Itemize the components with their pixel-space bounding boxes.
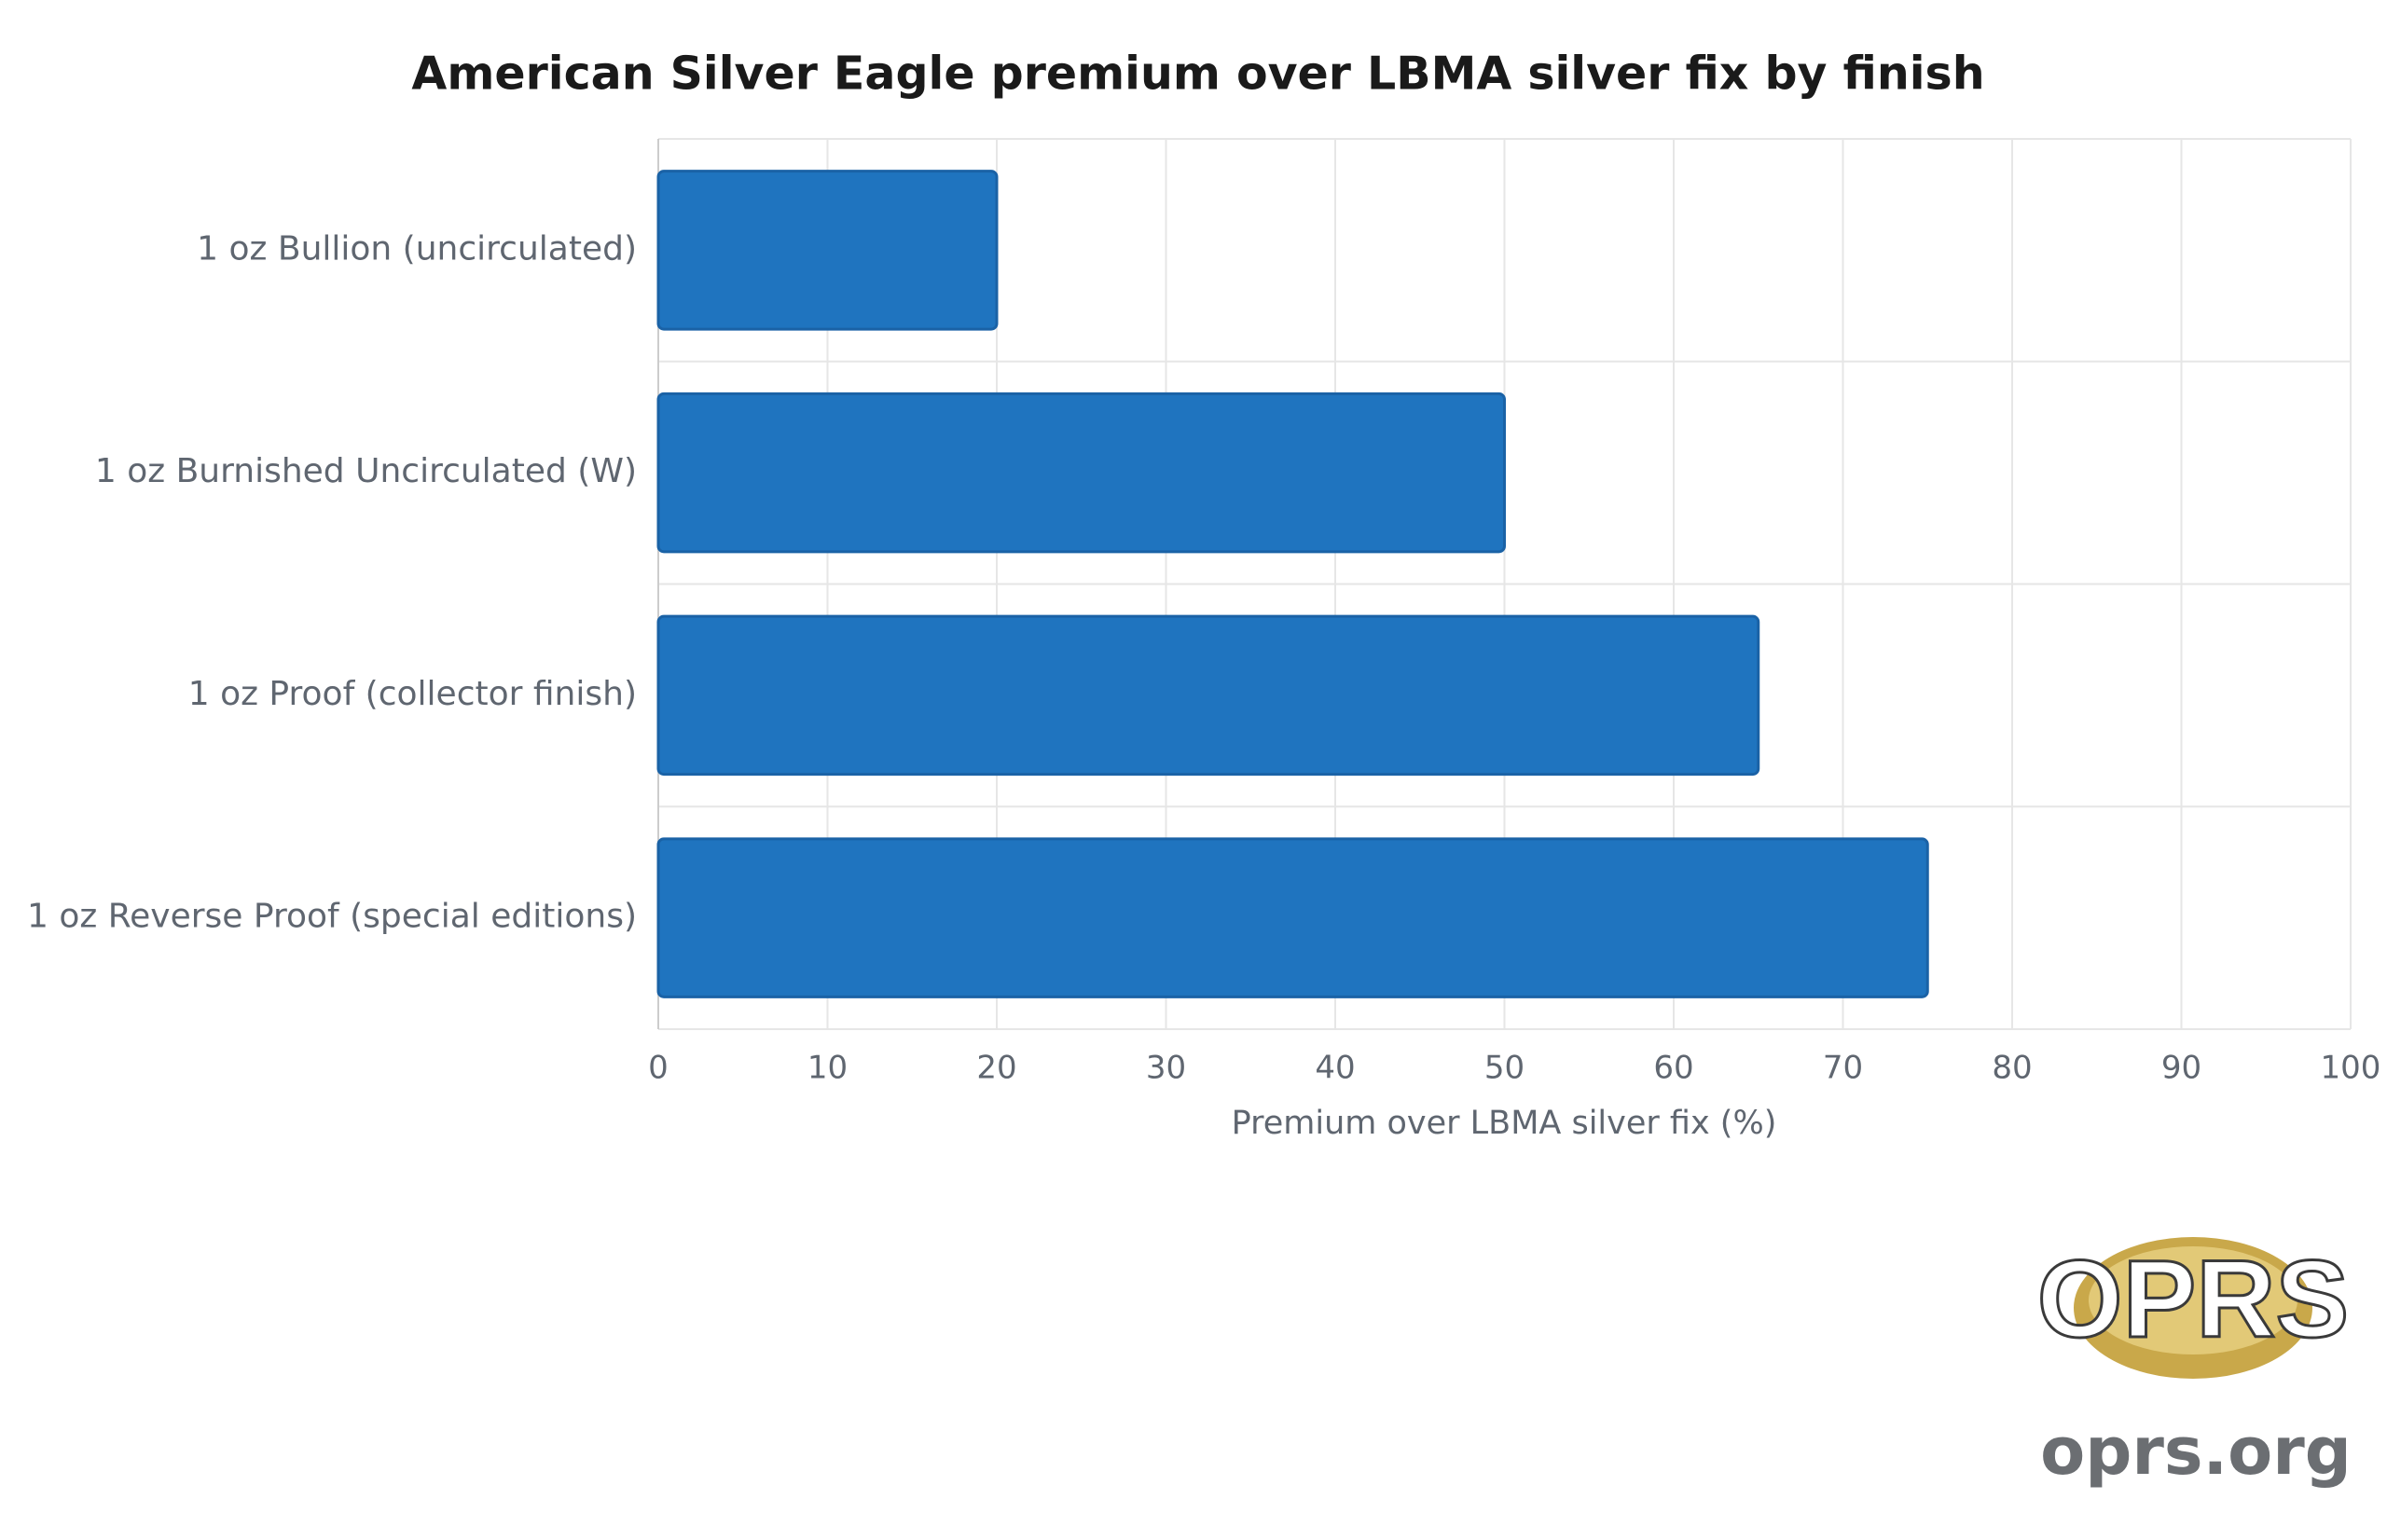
- x-tick-label: 10: [807, 1050, 848, 1087]
- x-tick-label: 80: [1992, 1050, 2032, 1087]
- x-tick-label: 100: [2321, 1050, 2381, 1087]
- bar: [656, 170, 999, 331]
- y-tick-label: 1 oz Burnished Uncirculated (W): [95, 452, 637, 490]
- logo-text: OPRS: [2037, 1238, 2349, 1361]
- x-tick-label: 0: [648, 1050, 669, 1087]
- y-tick-label: 1 oz Bullion (uncirculated): [197, 229, 637, 268]
- logo-badge-inner: [2089, 1246, 2297, 1354]
- y-tick-label: 1 oz Reverse Proof (special editions): [27, 898, 637, 936]
- x-tick-label: 50: [1484, 1050, 1525, 1087]
- x-tick-label: 90: [2161, 1050, 2201, 1087]
- bar: [656, 392, 1506, 554]
- x-tick-label: 30: [1146, 1050, 1186, 1087]
- bar: [656, 837, 1929, 998]
- x-tick-label: 20: [976, 1050, 1016, 1087]
- y-tick-label: 1 oz Proof (collector finish): [188, 675, 637, 713]
- x-tick-label: 40: [1315, 1050, 1355, 1087]
- bar: [656, 614, 1760, 777]
- x-tick-label: 60: [1653, 1050, 1693, 1087]
- site-url: oprs.org: [2040, 1413, 2352, 1490]
- chart-title: American Silver Eagle premium over LBMA …: [411, 48, 1984, 101]
- x-axis-title: Premium over LBMA silver fix (%): [1232, 1105, 1777, 1142]
- logo: OPRS: [2035, 1237, 2351, 1379]
- x-tick-label: 70: [1823, 1050, 1863, 1087]
